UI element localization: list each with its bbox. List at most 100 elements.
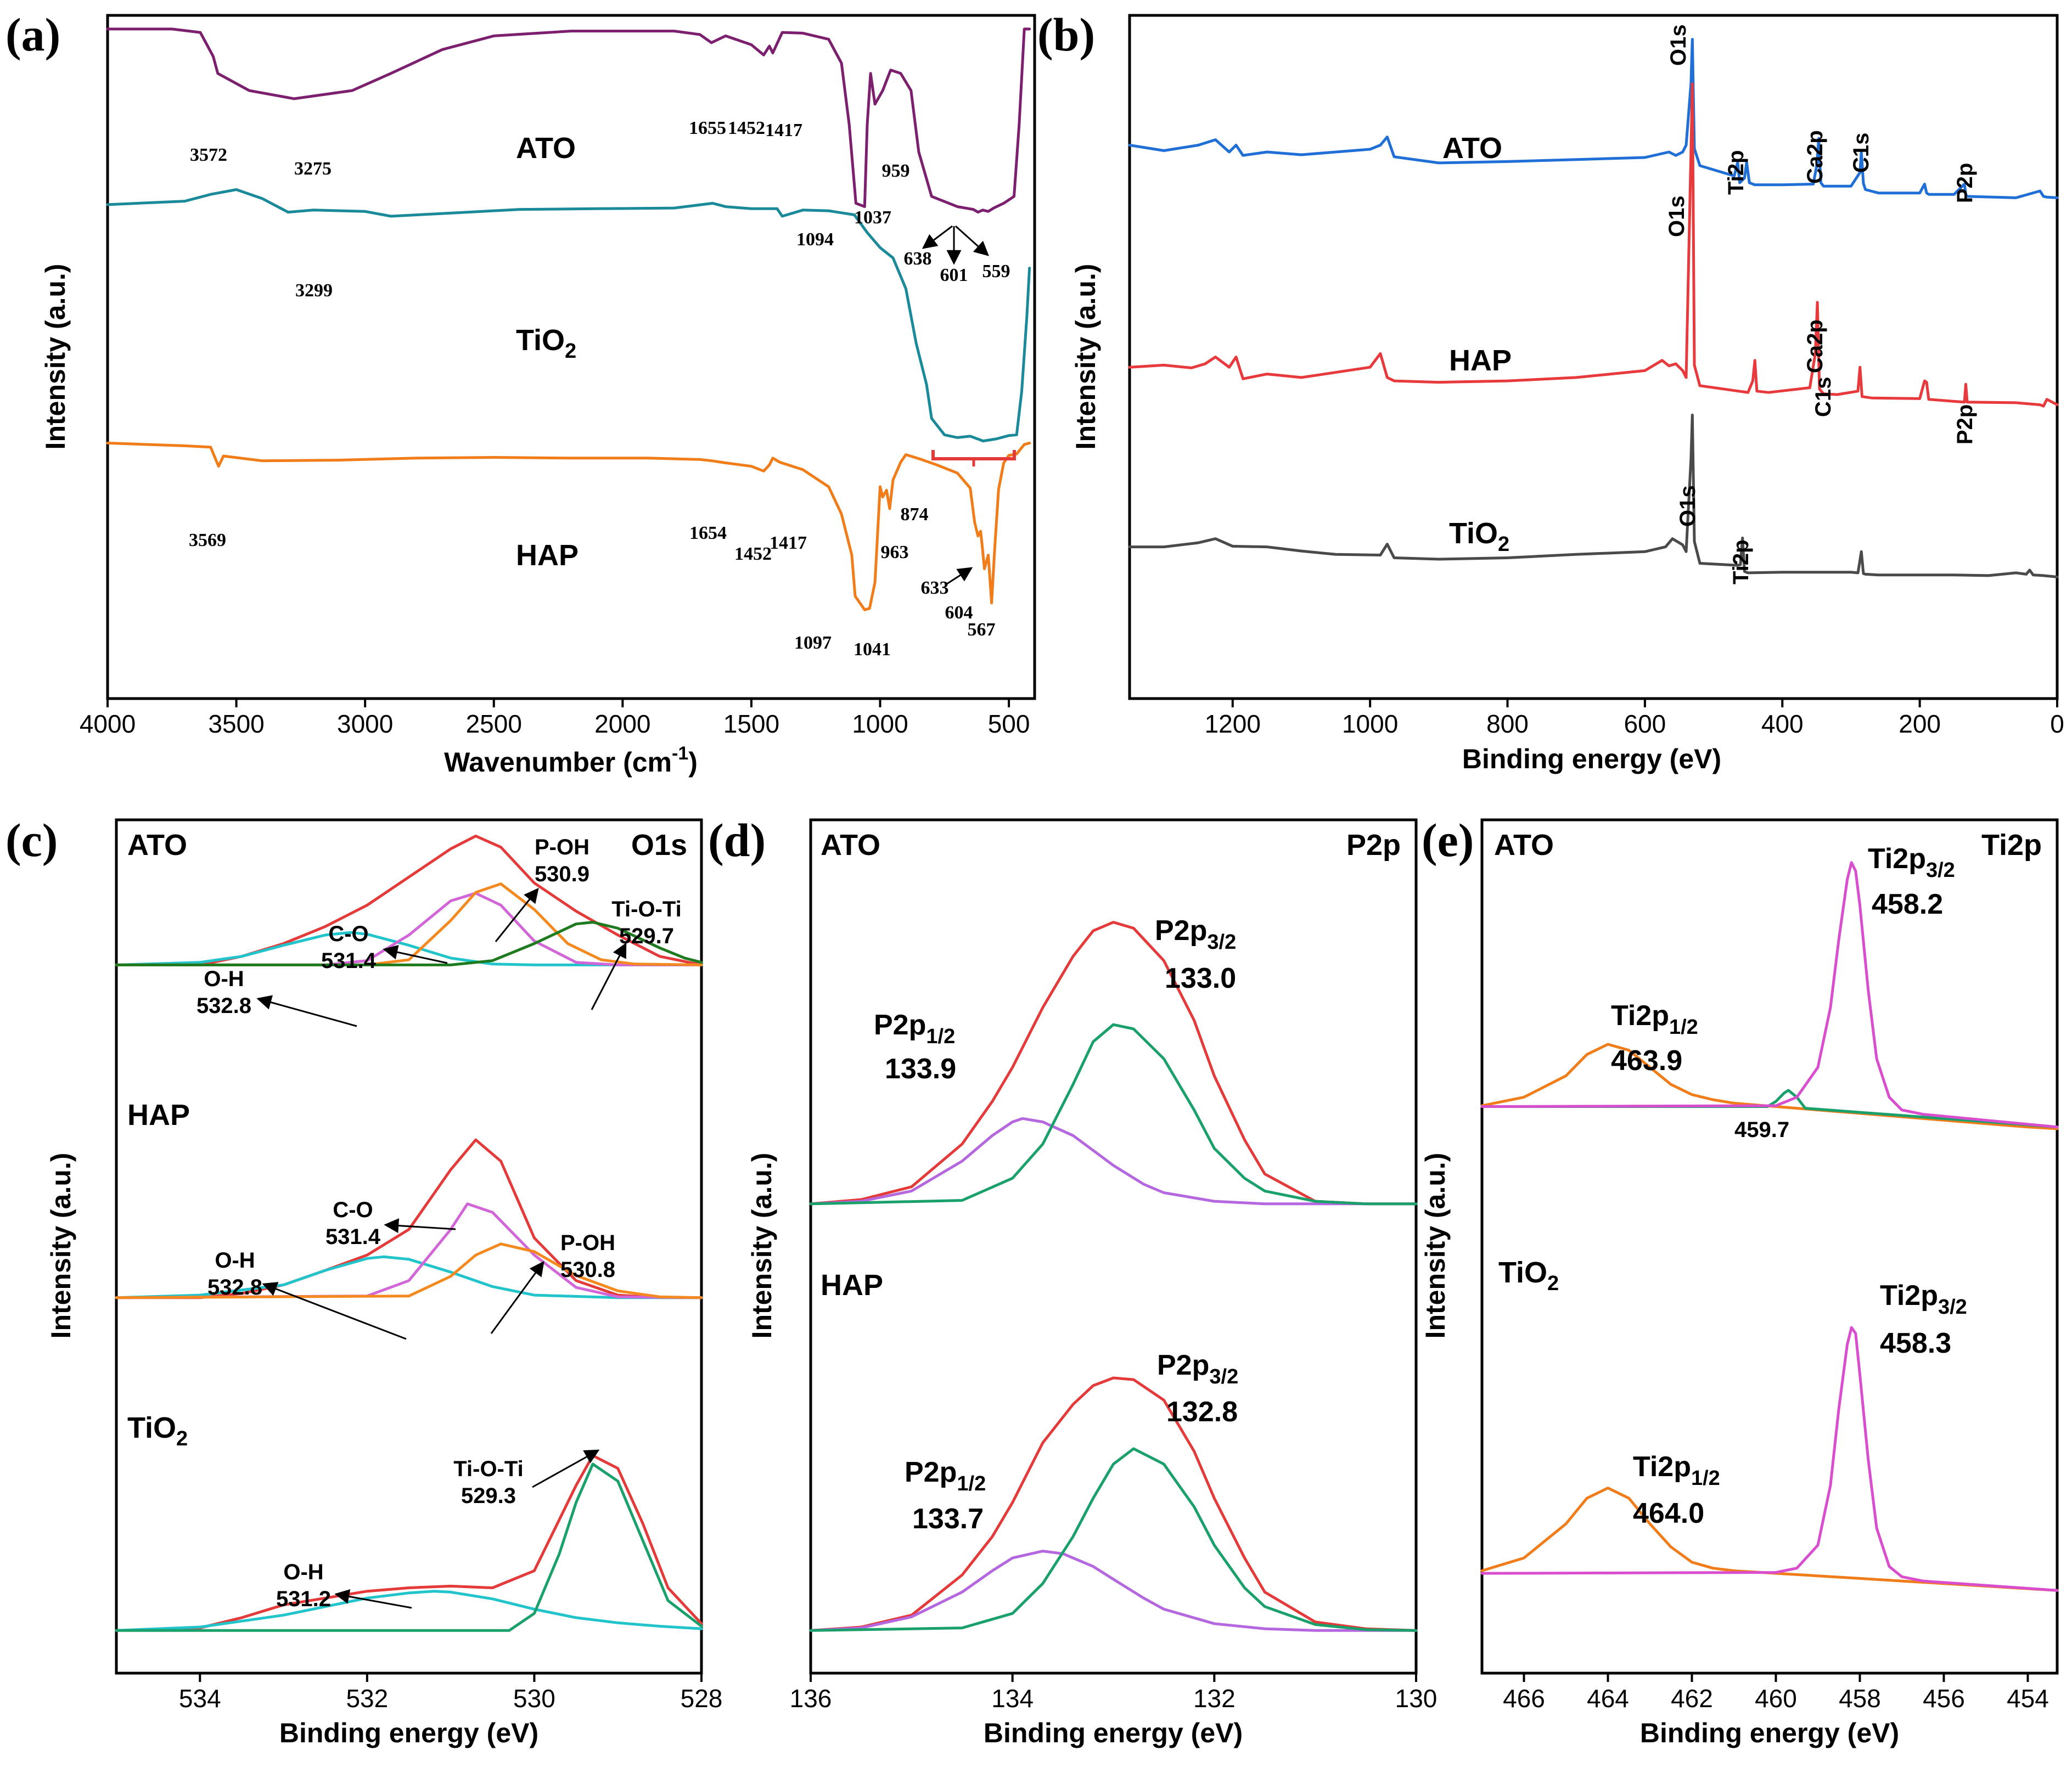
panel-e-series: [1480, 861, 2059, 1592]
peak-label-sub: 3/2: [1207, 931, 1236, 954]
peak-label: Ti2p1/2: [1611, 1000, 1698, 1039]
peak-label: 532.8: [196, 994, 251, 1018]
peak-label: Ti2p: [1724, 150, 1748, 195]
x-tick-label: 2000: [594, 710, 650, 738]
panel-b-tio2-main: TiO: [1449, 517, 1498, 550]
peak-label: 959: [882, 161, 910, 181]
panel-a-hap-label: HAP: [516, 539, 579, 572]
peak-label: 458.2: [1872, 888, 1943, 920]
peak-label: O1s: [1666, 24, 1691, 66]
panel-a-tio2-label: TiO2: [516, 324, 576, 363]
peak-label: O1s: [1665, 195, 1689, 237]
panel-b-series: [1128, 38, 2059, 578]
peak-label-sub: 3/2: [1926, 859, 1955, 882]
peak-label: Ca2p: [1803, 319, 1827, 373]
peak-label: 1037: [854, 207, 891, 228]
panel-c-tio2-sub: 2: [176, 1427, 188, 1450]
peak-label-sub: 1/2: [957, 1472, 986, 1495]
x-tick-label: 456: [1923, 1684, 1965, 1713]
peak-label: P2p: [1953, 163, 1977, 203]
panel-e-tio2-label: TiO2: [1498, 1256, 1559, 1295]
panel-d-series: [809, 921, 1418, 1632]
series-line-tio2-o-h: [115, 1590, 703, 1632]
x-tick-label: 1200: [1205, 710, 1261, 738]
peak-arrow: [591, 942, 627, 1010]
panel-e: (e) 466 464 462 460 458 456 454 Intensity (a.u…: [1420, 814, 2059, 1748]
peak-label: C-O: [328, 922, 368, 946]
panel-c-tio2-main: TiO: [127, 1411, 176, 1444]
panel-a-series: [106, 27, 1031, 611]
peak-label: 133.0: [1165, 963, 1236, 994]
peak-label: 601: [940, 265, 968, 285]
peak-label: 1417: [770, 533, 807, 553]
series-line-ato: [1128, 38, 2059, 199]
panel-e-x-ticks: 466 464 462 460 458 456 454: [1503, 1673, 2049, 1713]
peak-label: P2p3/2: [1155, 915, 1236, 954]
series-line-ato-p-oh: [115, 882, 703, 966]
series-line-tio2: [106, 188, 1031, 443]
panel-d-label: (d): [708, 814, 766, 866]
peak-label: 567: [968, 620, 996, 640]
panel-a-x-label: Wavenumber (cm-1): [444, 743, 698, 778]
peak-label-main: P2p: [1157, 1349, 1209, 1381]
panel-e-y-label: Intensity (a.u.): [1420, 1153, 1451, 1339]
panel-a-label: (a): [5, 8, 60, 61]
x-tick-label: 2500: [466, 710, 522, 738]
panel-d: (d) 136 134 132 130 Intensity (a.u.) Bindin…: [708, 814, 1437, 1748]
series-line-hap-p2p3-2: [809, 1447, 1418, 1632]
peak-label: P-OH: [535, 835, 589, 859]
panel-e-label: (e): [1422, 814, 1474, 866]
series-line-ato-background: [1480, 1043, 2059, 1130]
series-line-hap-envelope: [809, 1376, 1418, 1632]
peak-label: 1654: [689, 523, 727, 543]
panel-c-x-label: Binding energy (eV): [279, 1718, 538, 1748]
panel-c: (c) 534 532 530 528 Intensity (a.u.) Bindin…: [5, 814, 722, 1748]
peak-label-main: Ti2p: [1633, 1451, 1691, 1483]
series-line-ato-envelope: [809, 921, 1418, 1206]
peak-label: Ti-O-Ti: [611, 897, 681, 921]
panel-a-x-label-main: Wavenumber (cm: [444, 747, 672, 778]
series-line-hap: [106, 441, 1031, 611]
x-tick-label: 3500: [208, 710, 264, 738]
panel-e-tio2-sub: 2: [1547, 1272, 1559, 1295]
panel-d-y-label: Intensity (a.u.): [746, 1153, 777, 1339]
peak-label: 604: [945, 603, 973, 623]
panel-b-label: (b): [1037, 8, 1095, 61]
panel-c-label: (c): [5, 814, 58, 866]
panel-b-frame: [1128, 14, 2059, 700]
peak-label: 1452: [728, 118, 765, 138]
panel-d-x-label: Binding energy (eV): [984, 1718, 1243, 1748]
panel-d-ato-label: ATO: [821, 829, 880, 862]
x-tick-label: 3000: [337, 710, 393, 738]
x-tick-label: 530: [513, 1684, 555, 1713]
peak-label: C1s: [1811, 377, 1835, 417]
peak-label: 530.9: [535, 862, 589, 886]
peak-label: 133.7: [912, 1503, 984, 1535]
series-line-tio2-envelope: [115, 1454, 703, 1632]
peak-label: 529.3: [461, 1484, 516, 1508]
panel-e-x-label: Binding energy (eV): [1640, 1718, 1899, 1748]
peak-label: 633: [921, 578, 949, 598]
series-line-tio2: [1128, 413, 2059, 578]
panel-d-frame: [809, 818, 1418, 1675]
panel-b-hap-label: HAP: [1449, 344, 1512, 377]
peak-label: 638: [904, 249, 932, 269]
peak-label: 3569: [189, 530, 226, 550]
series-line-tio2-background: [1480, 1487, 2059, 1592]
peak-label: 1655: [689, 118, 726, 138]
peak-label: 1452: [734, 544, 772, 564]
peak-label: 1094: [796, 229, 834, 250]
x-tick-label: 4000: [80, 710, 136, 738]
peak-label: Ti2p1/2: [1633, 1451, 1720, 1490]
peak-arrow: [495, 887, 539, 942]
x-tick-label: 400: [1761, 710, 1804, 738]
peak-label: 963: [881, 542, 909, 562]
peak-label: 459.7: [1734, 1118, 1789, 1142]
x-tick-label: 800: [1486, 710, 1529, 738]
peak-label: 874: [901, 504, 929, 525]
peak-label: 1097: [794, 633, 832, 653]
peak-arrow: [954, 225, 990, 256]
panel-a: (a) 4000 3500 3000 2500 2000 1500 1000 500 Inte…: [5, 8, 1036, 778]
peak-label-main: P2p: [905, 1456, 957, 1488]
series-line-hap-c-o: [115, 1202, 703, 1299]
